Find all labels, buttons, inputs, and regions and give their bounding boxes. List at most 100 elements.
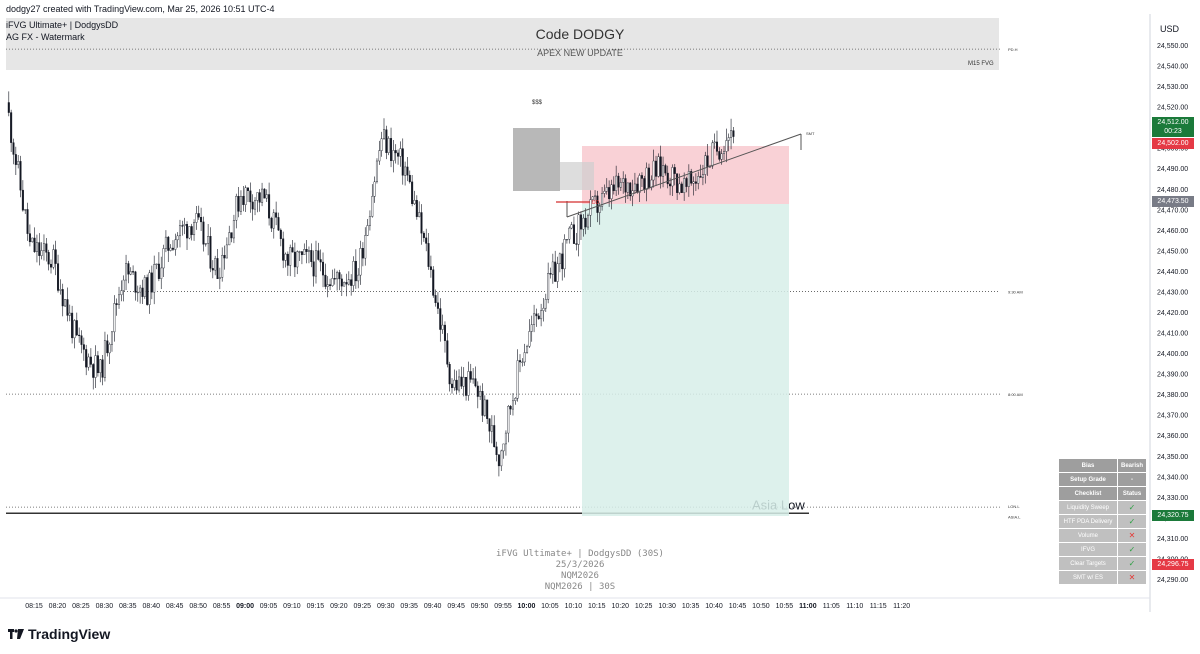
candle-body (727, 137, 730, 141)
candle-body (673, 167, 676, 174)
candle-body (558, 253, 561, 264)
time-tick-label: 10:35 (682, 603, 700, 610)
candle-body (129, 271, 132, 275)
candle-body (390, 138, 393, 161)
tradingview-logo[interactable]: TradingView (8, 626, 110, 642)
candle-body (436, 302, 439, 309)
candle-body (216, 258, 219, 279)
level-800-label: 8:00 AM (1008, 392, 1023, 397)
check-icon: ✓ (1117, 500, 1147, 515)
price-tag: 24,502.00 (1152, 137, 1194, 149)
candle-body (21, 189, 24, 211)
price-tick-label: 24,330.00 (1157, 495, 1188, 502)
candle-body (460, 376, 463, 387)
candle-body (136, 291, 139, 294)
candle-body (676, 173, 679, 193)
price-tick-label: 24,310.00 (1157, 536, 1188, 543)
price-tick-label: 24,520.00 (1157, 105, 1188, 112)
checklist-table: Bias Bearish Setup Grade - Checklist Sta… (1058, 458, 1147, 585)
time-tick-label: 10:15 (588, 603, 606, 610)
candle-body (178, 225, 181, 237)
candle-body (701, 174, 704, 178)
candle-body (591, 196, 594, 200)
candle-body (443, 324, 446, 341)
price-tick-label: 24,450.00 (1157, 248, 1188, 255)
candle-body (542, 307, 545, 311)
candle-body (146, 277, 149, 305)
candle-body (732, 130, 735, 137)
candle-body (472, 378, 475, 380)
candle-body (310, 250, 313, 262)
candle-body (228, 232, 231, 246)
price-tag: 24,296.75 (1152, 559, 1194, 571)
candle-body (59, 289, 62, 291)
candle-body (692, 181, 695, 184)
candle-body (495, 446, 498, 455)
candle-body (132, 271, 135, 273)
candle-body (594, 195, 597, 197)
candle-body (589, 199, 592, 216)
candle-body (469, 371, 472, 380)
candle-body (106, 340, 109, 354)
candle-body (221, 255, 224, 278)
candle-body (664, 165, 667, 174)
candle-body (345, 282, 348, 285)
candle-body (246, 187, 249, 192)
candle-body (647, 167, 650, 189)
candle-body (190, 226, 193, 236)
candle-body (624, 178, 627, 193)
candle-body (258, 192, 261, 203)
time-tick-label: 09:10 (283, 603, 301, 610)
price-tick-label: 24,440.00 (1157, 269, 1188, 276)
candle-body (394, 150, 397, 154)
candle-body (640, 175, 643, 179)
candle-body (108, 344, 111, 354)
candle-body (322, 261, 325, 276)
candle-body (66, 299, 69, 316)
candle-body (24, 209, 27, 211)
candle-body (317, 250, 320, 260)
time-tick-label: 08:30 (96, 603, 114, 610)
candle-body (289, 247, 292, 266)
candle-body (657, 156, 660, 177)
candle-body (387, 138, 390, 153)
candle-body (392, 150, 395, 161)
time-tick-label: 08:55 (213, 603, 231, 610)
candle-body (110, 331, 113, 345)
candle-body (150, 272, 153, 293)
currency-label[interactable]: USD (1160, 24, 1180, 34)
time-tick-label: 08:40 (142, 603, 160, 610)
candle-body (197, 213, 200, 218)
candle-body (232, 220, 235, 239)
checklist-row: SMT w/ ES ✕ (1058, 570, 1147, 585)
price-tick-label: 24,490.00 (1157, 166, 1188, 173)
price-tick-label: 24,500.00 (1157, 146, 1188, 153)
time-tick-label: 09:50 (471, 603, 489, 610)
candle-body (17, 161, 20, 165)
time-tick-label: 09:20 (330, 603, 348, 610)
candle-body (519, 360, 522, 363)
candle-body (711, 142, 714, 167)
candle-body (514, 397, 517, 402)
candle-body (373, 181, 376, 197)
candle-body (399, 148, 402, 157)
banner-apex-label: APEX NEW UPDATE (537, 48, 623, 58)
candle-body (155, 263, 158, 265)
candle-body (481, 391, 484, 416)
smt-label: SMT (806, 131, 815, 136)
candle-body (385, 129, 388, 153)
candle-body (10, 112, 13, 143)
candle-body (284, 253, 287, 261)
time-tick-label: 08:20 (49, 603, 67, 610)
candle-body (286, 253, 289, 266)
candle-body (275, 212, 278, 218)
candle-body (662, 165, 665, 177)
candle-body (375, 160, 378, 183)
price-tick-label: 24,410.00 (1157, 331, 1188, 338)
time-tick-label: 11:05 (823, 603, 840, 610)
candle-body (239, 195, 242, 212)
candle-body (270, 217, 273, 229)
candle-body (28, 233, 31, 243)
